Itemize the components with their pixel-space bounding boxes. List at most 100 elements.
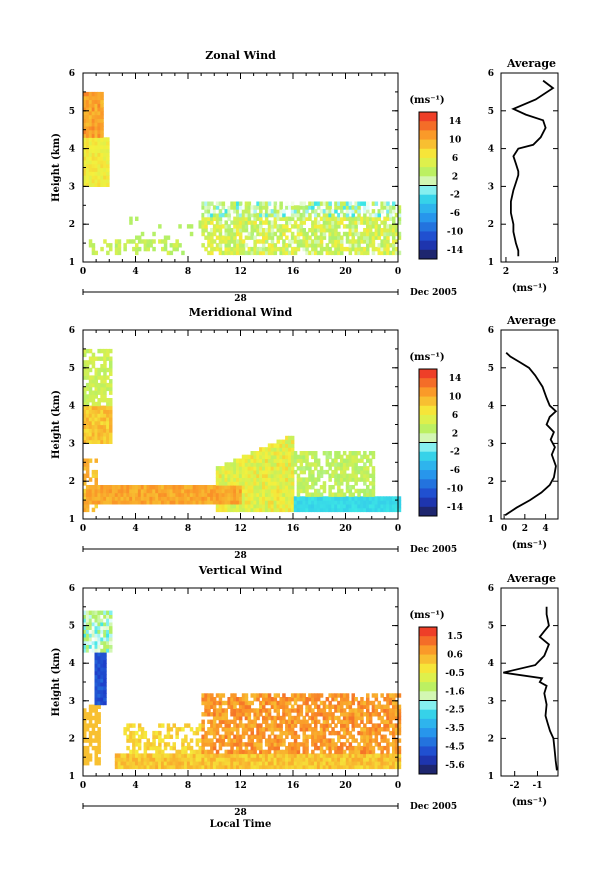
colorbar-tick-label: 2	[452, 429, 458, 439]
heatmap-cell	[314, 220, 318, 225]
heatmap-cell	[331, 693, 335, 698]
heatmap-cell	[290, 500, 295, 505]
heatmap-cell	[201, 742, 205, 747]
heatmap-cell	[264, 749, 269, 755]
heatmap-cell	[230, 712, 234, 717]
heatmap-cell	[328, 212, 332, 218]
heatmap-cell	[221, 477, 226, 482]
heatmap-cell	[106, 413, 110, 418]
heatmap-cell	[210, 712, 214, 717]
heatmap-cell	[238, 700, 243, 706]
heatmap-cell	[94, 667, 98, 672]
heatmap-cell	[201, 693, 205, 698]
heatmap-cell	[152, 730, 156, 736]
heatmap-cell	[233, 764, 237, 770]
heatmap-cell	[210, 723, 214, 728]
heatmap-cell	[256, 250, 260, 256]
heatmap-cell	[302, 693, 306, 698]
heatmap-cell	[218, 761, 223, 766]
heatmap-cell	[328, 454, 332, 460]
heatmap-cell	[337, 201, 341, 206]
heatmap-cell	[83, 719, 87, 724]
heatmap-cell	[270, 700, 275, 706]
heatmap-cell	[109, 644, 113, 649]
heatmap-cell	[386, 216, 390, 221]
heatmap-cell	[204, 216, 208, 221]
heatmap-cell	[377, 209, 381, 214]
x-tick-label: 16	[287, 267, 300, 277]
heatmap-cell	[386, 757, 390, 762]
heatmap-cell	[288, 488, 292, 494]
heatmap-cell	[215, 507, 220, 513]
y-axis-label: Height (km)	[51, 133, 62, 202]
heatmap-cell	[238, 239, 243, 244]
heatmap-cell	[322, 757, 327, 762]
heatmap-cell	[204, 224, 208, 229]
heatmap-cell	[106, 629, 110, 634]
heatmap-cell	[91, 738, 96, 743]
heatmap-cell	[397, 209, 402, 214]
heatmap-cell	[270, 492, 275, 497]
heatmap-cell	[155, 488, 159, 494]
heatmap-cell	[351, 454, 355, 460]
heatmap-cell	[316, 201, 321, 206]
heatmap-cell	[314, 235, 318, 240]
heatmap-cell	[100, 379, 104, 384]
heatmap-cell	[106, 614, 110, 619]
heatmap-cell	[247, 466, 252, 471]
heatmap-cell	[97, 618, 101, 623]
heatmap-cell	[290, 727, 295, 732]
heatmap-cell	[224, 712, 228, 717]
heatmap-cell	[132, 761, 136, 766]
heatmap-cell	[100, 364, 104, 369]
colorbar-tick-label: 14	[449, 374, 462, 384]
heatmap-cell	[210, 220, 214, 225]
heatmap-cell	[88, 152, 93, 157]
heatmap-cell	[354, 719, 358, 724]
heatmap-cell	[348, 708, 353, 713]
heatmap-cell	[143, 239, 148, 244]
heatmap-cell	[218, 201, 223, 206]
heatmap-cell	[244, 496, 249, 501]
heatmap-cell	[91, 356, 96, 361]
heatmap-cell	[207, 742, 211, 747]
heatmap-cell	[117, 500, 122, 505]
heatmap-cell	[155, 500, 159, 505]
heatmap-cell	[94, 473, 98, 478]
heatmap-cell	[241, 749, 246, 755]
heatmap-cell	[227, 205, 231, 210]
heatmap-cell	[85, 405, 90, 410]
heatmap-cell	[204, 738, 208, 743]
heatmap-cell	[94, 648, 98, 653]
heatmap-cell	[334, 757, 338, 762]
heatmap-cell	[368, 500, 373, 505]
heatmap-cell	[334, 730, 338, 736]
heatmap-cell	[322, 496, 327, 501]
heatmap-cell	[94, 629, 98, 634]
heatmap-cell	[345, 745, 350, 751]
heatmap-cell	[178, 496, 182, 501]
heatmap-cell	[363, 205, 367, 210]
heatmap-cell	[270, 220, 275, 225]
heatmap-cell	[109, 382, 113, 388]
y-tick-label: 1	[69, 515, 75, 525]
heatmap-cell	[322, 734, 327, 739]
heatmap-cell	[267, 481, 272, 486]
heatmap-cell	[311, 715, 315, 721]
heatmap-cell	[100, 492, 104, 497]
heatmap-cell	[264, 451, 269, 456]
heatmap-cell	[345, 753, 350, 758]
heatmap-cell	[256, 503, 260, 509]
heatmap-cell	[207, 492, 211, 497]
heatmap-cell	[85, 141, 90, 146]
heatmap-cell	[227, 496, 231, 501]
heatmap-cell	[250, 458, 254, 463]
heatmap-cell	[351, 700, 355, 706]
heatmap-cell	[238, 488, 243, 494]
heatmap-cell	[129, 757, 133, 762]
heatmap-cell	[311, 492, 315, 497]
heatmap-cell	[305, 753, 309, 758]
heatmap-cell	[106, 163, 110, 169]
heatmap-cell	[285, 454, 289, 460]
heatmap-cell	[319, 730, 324, 736]
